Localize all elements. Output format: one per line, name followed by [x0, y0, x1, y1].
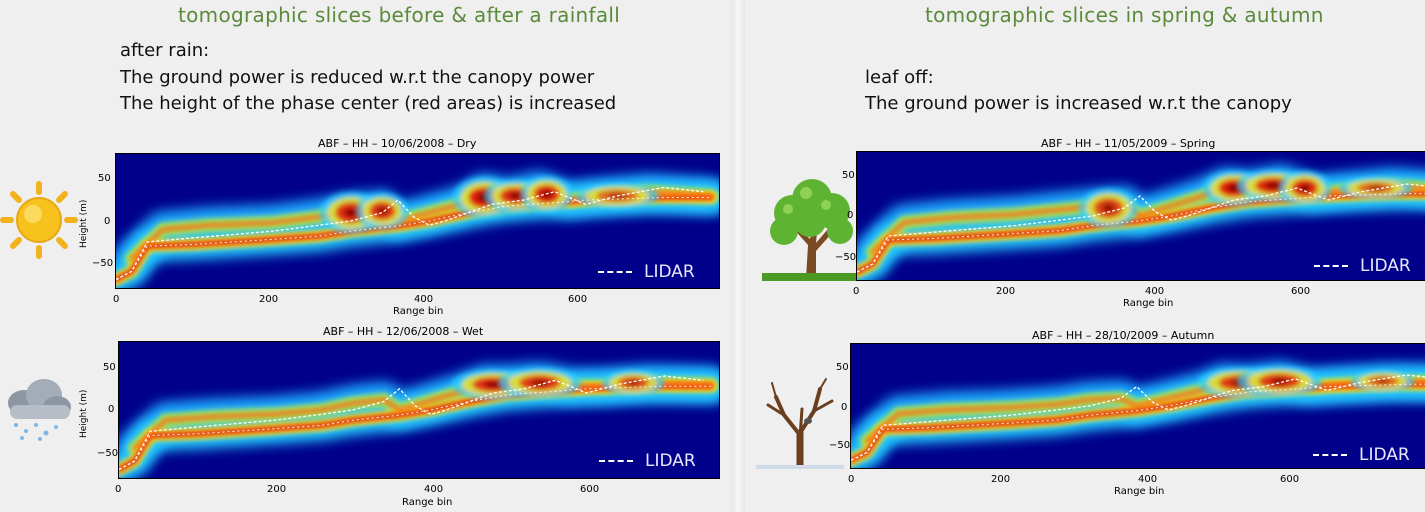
- chart2-lidar-line: [119, 375, 704, 471]
- chart4-xtick-600: 600: [1280, 474, 1300, 485]
- chart1-xtick-200: 200: [259, 294, 279, 305]
- chart2-title: ABF – HH – 12/06/2008 – Wet: [323, 325, 484, 338]
- chart4-title: ABF – HH – 28/10/2009 – Autumn: [1032, 329, 1215, 342]
- right-desc-line-2: The ground power is increased w.r.t the …: [865, 93, 1292, 114]
- chart1-xlabel: Range bin: [393, 306, 444, 317]
- chart2-ytick-50: 50: [103, 362, 116, 373]
- chart2-legend: LIDAR: [599, 451, 696, 471]
- chart2-heatmap-svg: [119, 362, 719, 478]
- chart2-xlabel: Range bin: [402, 497, 453, 508]
- chart1-lidar-line: [116, 186, 704, 281]
- left-desc-line-3: The height of the phase center (red area…: [120, 93, 617, 114]
- chart1-ytick-50: 50: [98, 173, 111, 184]
- chart3-xtick-200: 200: [996, 286, 1016, 297]
- chart4-legend: LIDAR: [1313, 445, 1410, 465]
- chart2-canopy-core: [132, 378, 714, 451]
- lidar-dash-icon: [598, 271, 632, 273]
- chart3-xlabel: Range bin: [1123, 298, 1174, 309]
- chart4-xlabel: Range bin: [1114, 486, 1165, 497]
- lidar-dash-icon: [1314, 265, 1348, 267]
- chart3-xtick-0: 0: [853, 286, 860, 297]
- chart4-lidar-ground-line: [851, 383, 1425, 461]
- chart3-ytick-0: 0: [847, 210, 854, 221]
- chart4-plot-area: LIDAR: [850, 343, 1425, 469]
- chart1-lidar-ground-line: [116, 197, 712, 281]
- chart3-title: ABF – HH – 11/05/2009 – Spring: [1041, 137, 1216, 150]
- chart1-xtick-0: 0: [113, 294, 120, 305]
- chart2-power-blob-1: [498, 367, 582, 399]
- right-title: tomographic slices in spring & autumn: [925, 3, 1324, 27]
- chart1-title: ABF – HH – 10/06/2008 – Dry: [318, 137, 477, 150]
- left-desc-line-1: after rain:: [120, 40, 210, 61]
- chart2-ytick-minus50: −50: [97, 448, 119, 459]
- chart3-plot-area: LIDAR: [856, 151, 1425, 281]
- chart1-plot-area: LIDAR: [115, 153, 720, 289]
- chart2-power-blob-2: [602, 370, 665, 396]
- chart3-lidar-line: [857, 183, 1425, 273]
- chart1-ytick-0: 0: [104, 216, 111, 227]
- panel-divider: [731, 0, 745, 512]
- lidar-dash-icon: [1313, 454, 1347, 456]
- chart3-power-blob-0: [1079, 188, 1138, 228]
- chart3-xtick-400: 400: [1145, 286, 1165, 297]
- leafy-tree-icon: [762, 175, 858, 285]
- chart1-power-blob-1: [356, 192, 409, 230]
- chart3-ytick-minus50: −50: [835, 252, 857, 263]
- chart1-legend: LIDAR: [598, 262, 695, 282]
- left-slide-panel: tomographic slices before & after a rain…: [0, 3, 720, 508]
- chart3-legend: LIDAR: [1314, 256, 1411, 276]
- rain-cloud-icon: [2, 375, 76, 449]
- sun-icon: [0, 180, 78, 264]
- chart4-xtick-400: 400: [1138, 474, 1158, 485]
- left-desc-line-2: The ground power is reduced w.r.t the ca…: [120, 67, 595, 88]
- chart1-legend-label: LIDAR: [644, 262, 695, 282]
- chart4-lidar-line: [851, 374, 1425, 461]
- chart3-heatmap-svg: [857, 164, 1425, 280]
- lidar-dash-icon: [599, 460, 633, 462]
- right-desc-line-1: leaf off:: [865, 67, 934, 88]
- chart3-legend-label: LIDAR: [1360, 256, 1411, 276]
- chart4-canopy-core: [864, 376, 1425, 443]
- chart3-ytick-50: 50: [842, 170, 855, 181]
- chart1-ylabel: Height (m): [79, 199, 89, 248]
- chart1-ytick-minus50: −50: [92, 258, 114, 269]
- chart2-xtick-200: 200: [267, 484, 287, 495]
- chart4-ytick-50: 50: [836, 362, 849, 373]
- chart4-legend-label: LIDAR: [1359, 445, 1410, 465]
- left-title: tomographic slices before & after a rain…: [178, 3, 621, 27]
- chart3-power-blob-3: [1278, 170, 1332, 206]
- bare-tree-icon: [756, 375, 844, 473]
- chart4-heatmap-svg: [851, 360, 1425, 468]
- right-slide-panel: tomographic slices in spring & autumn le…: [745, 0, 1425, 512]
- chart4-ytick-0: 0: [841, 402, 848, 413]
- chart4-power-blob-2: [1350, 370, 1415, 393]
- chart3-xtick-600: 600: [1291, 286, 1311, 297]
- chart4-xtick-0: 0: [848, 474, 855, 485]
- chart2-legend-label: LIDAR: [645, 451, 696, 471]
- chart2-ylabel: Height (m): [79, 389, 89, 438]
- chart1-xtick-400: 400: [414, 294, 434, 305]
- chart2-xtick-0: 0: [115, 484, 122, 495]
- chart2-xtick-600: 600: [580, 484, 600, 495]
- chart2-xtick-400: 400: [424, 484, 444, 495]
- chart4-xtick-200: 200: [991, 474, 1011, 485]
- chart2-lidar-ground-line: [119, 385, 712, 470]
- chart4-ytick-minus50: −50: [829, 440, 851, 451]
- chart2-plot-area: LIDAR: [118, 341, 720, 479]
- chart1-xtick-600: 600: [568, 294, 588, 305]
- chart2-ytick-0: 0: [108, 404, 115, 415]
- chart3-lidar-ground-line: [857, 193, 1425, 273]
- chart1-heatmap-svg: [116, 171, 719, 288]
